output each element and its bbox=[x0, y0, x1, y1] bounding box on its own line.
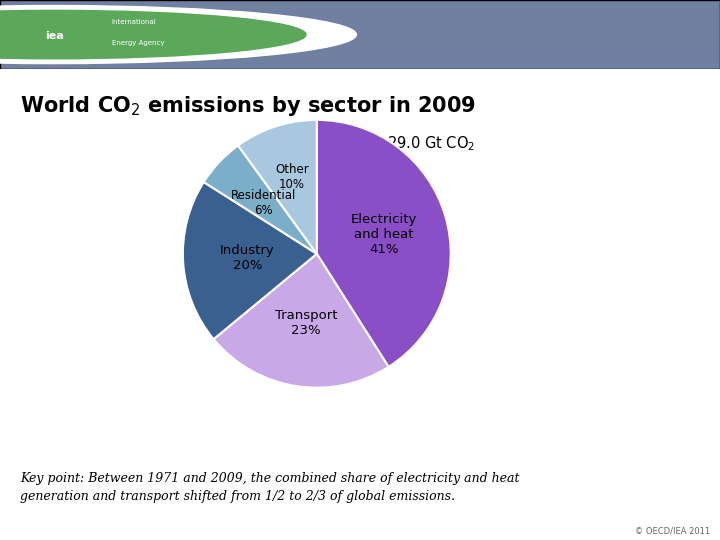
Text: Industry
20%: Industry 20% bbox=[220, 244, 274, 272]
Text: Electricity
and heat
41%: Electricity and heat 41% bbox=[351, 213, 417, 256]
Wedge shape bbox=[317, 120, 451, 367]
Text: World CO$_2$ emissions by sector in $\mathbf{2009}$: World CO$_2$ emissions by sector in $\ma… bbox=[20, 94, 476, 118]
Circle shape bbox=[0, 10, 306, 59]
Wedge shape bbox=[238, 120, 317, 254]
Wedge shape bbox=[214, 254, 389, 388]
Text: International: International bbox=[112, 19, 156, 25]
Text: Key point: Between 1971 and 2009, the combined share of electricity and heat
gen: Key point: Between 1971 and 2009, the co… bbox=[20, 472, 520, 503]
Text: Residential
6%: Residential 6% bbox=[230, 190, 296, 218]
Text: Transport
23%: Transport 23% bbox=[274, 308, 337, 336]
Text: Energy Agency: Energy Agency bbox=[112, 40, 164, 46]
FancyBboxPatch shape bbox=[0, 0, 720, 69]
Text: iea: iea bbox=[45, 31, 63, 41]
Text: Total emissions: 29.0 Gt CO$_2$: Total emissions: 29.0 Gt CO$_2$ bbox=[264, 134, 476, 153]
Wedge shape bbox=[204, 145, 317, 254]
Circle shape bbox=[0, 5, 356, 64]
Text: Other
10%: Other 10% bbox=[275, 164, 309, 191]
Text: © OECD/IEA 2011: © OECD/IEA 2011 bbox=[635, 527, 710, 536]
Wedge shape bbox=[183, 182, 317, 339]
